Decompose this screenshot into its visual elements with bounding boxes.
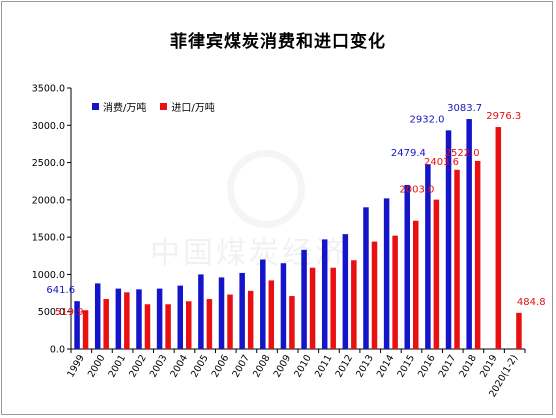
- x-tick-label: 2005: [189, 353, 211, 379]
- bar-consumption: [177, 285, 183, 349]
- y-tick-label: 2000.0: [32, 195, 65, 206]
- bar-consumption: [239, 272, 245, 349]
- y-tick-label: 1000.0: [32, 270, 65, 281]
- x-tick-label: 2016: [416, 353, 438, 379]
- bar-import: [413, 220, 419, 349]
- bar-consumption: [198, 274, 204, 349]
- legend: 消费/万吨 进口/万吨: [92, 99, 215, 114]
- data-label-import: 484.8: [517, 297, 546, 308]
- x-tick-label: 2006: [210, 353, 232, 379]
- x-tick-label: 2014: [375, 353, 397, 379]
- data-label-import: 2976.3: [486, 111, 521, 122]
- legend-label-import: 进口/万吨: [171, 103, 215, 114]
- bar-import: [330, 267, 336, 349]
- bar-import: [433, 199, 440, 349]
- x-tick-label: 2000: [86, 353, 108, 379]
- bar-import: [247, 290, 254, 349]
- bar-consumption: [363, 207, 369, 349]
- bar-consumption: [260, 259, 266, 349]
- x-tick-label: 2011: [313, 353, 335, 379]
- bar-consumption: [301, 249, 307, 349]
- bar-import: [268, 280, 275, 349]
- y-tick-label: 3000.0: [32, 121, 65, 132]
- bar-consumption: [342, 234, 349, 349]
- bar-import: [165, 304, 171, 349]
- watermark-logo: [227, 150, 305, 228]
- data-label-import: 2522.0: [445, 148, 480, 159]
- x-tick-label: 2009: [272, 353, 294, 379]
- x-tick-label: 2001: [107, 353, 129, 379]
- y-tick-label: 500.0: [38, 307, 65, 318]
- bar-consumption: [156, 288, 163, 349]
- x-tick-label: 2004: [168, 353, 190, 379]
- y-tick-label: 2500.0: [32, 158, 65, 169]
- data-label-consumption: 2932.0: [410, 114, 445, 125]
- x-tick-label: 2008: [251, 353, 273, 379]
- x-tick-label: 2017: [437, 353, 459, 379]
- bar-consumption: [445, 130, 452, 349]
- data-label-import: 519.9: [55, 307, 84, 318]
- bar-import: [516, 312, 522, 349]
- bar-consumption: [383, 198, 390, 349]
- bar-consumption: [466, 119, 472, 349]
- bar-consumption: [404, 184, 410, 349]
- bar-import: [124, 292, 130, 349]
- legend-label-consumption: 消费/万吨: [103, 103, 147, 114]
- legend-item-import: 进口/万吨: [160, 99, 215, 114]
- bar-import: [474, 160, 481, 349]
- x-tick-label: 1999: [65, 353, 87, 379]
- bar-consumption: [425, 164, 431, 349]
- x-tick-label: 2019: [478, 353, 500, 379]
- x-tick-label: 2018: [457, 353, 479, 379]
- bar-consumption: [218, 277, 225, 349]
- x-tick-label: 2015: [395, 353, 417, 379]
- bar-import: [371, 241, 378, 349]
- x-tick-label: 2012: [334, 353, 356, 379]
- data-label-consumption: 641.6: [46, 285, 75, 296]
- bar-consumption: [94, 283, 101, 349]
- bar-import: [227, 294, 233, 349]
- bar-import: [289, 296, 295, 349]
- bar-import: [206, 299, 213, 349]
- bar-import: [103, 299, 109, 349]
- bar-import: [144, 304, 151, 349]
- bar-consumption: [321, 239, 328, 349]
- bar-import: [454, 169, 460, 349]
- x-tick-label: 2007: [230, 353, 252, 379]
- y-tick-label: 3500.0: [32, 84, 65, 95]
- x-tick-label: 2003: [148, 353, 170, 379]
- bar-import: [186, 301, 192, 349]
- legend-swatch-import: [160, 103, 168, 110]
- watermark-text: 中国煤炭经济: [150, 236, 348, 271]
- bar-consumption: [280, 263, 287, 349]
- bar-import: [309, 267, 316, 349]
- y-tick-label: 1500.0: [32, 233, 65, 244]
- legend-swatch-consumption: [92, 103, 99, 110]
- bar-import: [392, 235, 398, 349]
- y-tick-label: 0.0: [50, 345, 65, 356]
- bar-import: [82, 310, 89, 349]
- data-label-consumption: 2479.4: [391, 148, 426, 159]
- x-tick-label: 2010: [292, 353, 314, 379]
- legend-item-consumption: 消费/万吨: [92, 99, 146, 114]
- x-tick-label: 2013: [354, 353, 376, 379]
- data-label-import: 2403.6: [424, 157, 459, 168]
- bar-import: [495, 127, 502, 349]
- data-label-consumption: 3083.7: [447, 103, 482, 114]
- bar-import: [351, 260, 357, 349]
- bar-consumption: [136, 289, 142, 349]
- x-tick-label: 2002: [127, 353, 149, 379]
- data-label-import: 2003.0: [399, 185, 434, 196]
- bar-consumption: [74, 301, 80, 349]
- bar-consumption: [115, 288, 122, 349]
- chart-title: 菲律宾煤炭消费和进口变化: [170, 32, 386, 52]
